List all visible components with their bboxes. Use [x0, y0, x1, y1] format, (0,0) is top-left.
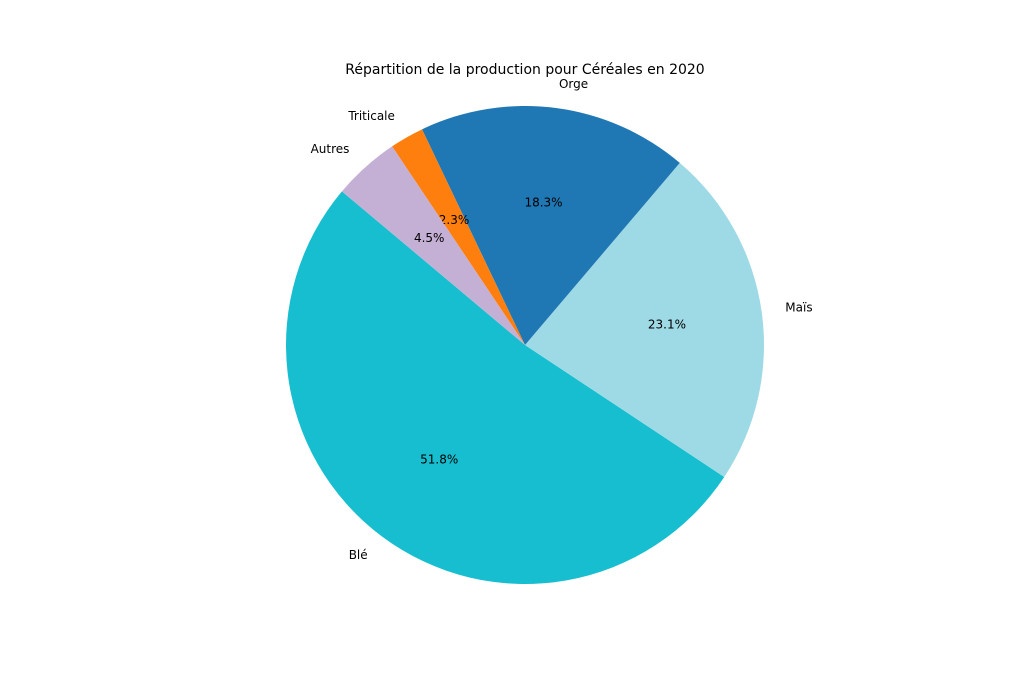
pie-slice — [525, 162, 764, 477]
chart-title: Répartition de la production pour Céréal… — [345, 62, 704, 78]
pie-slice — [422, 105, 680, 346]
value-label: 51.8% — [420, 452, 458, 466]
value-label: 2.3% — [439, 213, 470, 227]
value-label: 18.3% — [524, 195, 562, 209]
slice-label: Maïs — [785, 301, 812, 315]
value-label: 23.1% — [648, 317, 686, 331]
slice-label: Triticale — [347, 109, 395, 123]
slice-label: Orge — [559, 77, 588, 91]
slice-label: Autres — [311, 142, 350, 156]
value-label: 4.5% — [414, 231, 445, 245]
slice-label: Blé — [349, 548, 368, 562]
pie-slice — [341, 146, 525, 345]
pie-slice — [392, 129, 525, 345]
pie-slice — [285, 191, 725, 585]
